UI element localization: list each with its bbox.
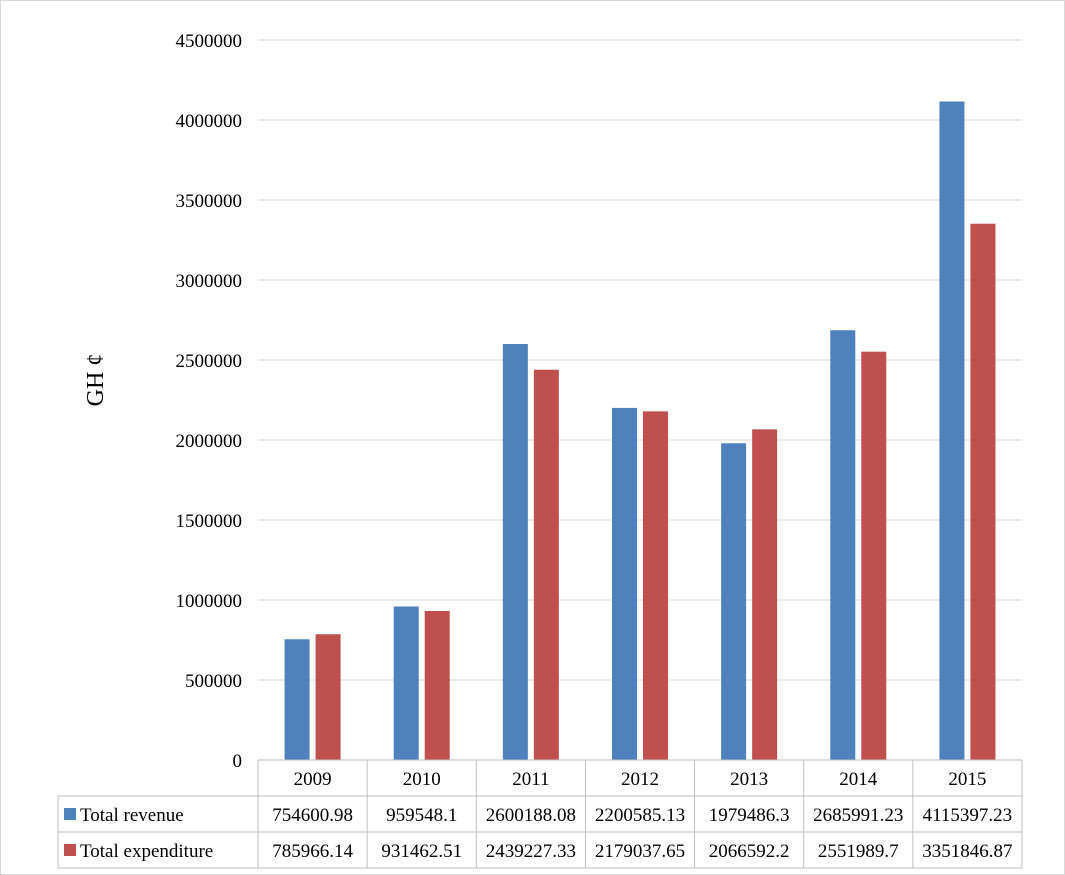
bar-expenditure-2014: [861, 351, 887, 760]
data-value-label: 2685991.23: [813, 805, 903, 826]
legend-key: [64, 844, 76, 856]
x-tick-label: 2015: [948, 769, 986, 790]
x-tick-label: 2011: [512, 769, 549, 790]
bar-revenue-2014: [830, 330, 856, 760]
y-tick-label: 2500000: [176, 351, 243, 372]
legend-label: Total revenue: [80, 805, 184, 826]
y-tick-label: 4000000: [176, 111, 243, 132]
data-value-label: 2179037.65: [595, 841, 685, 862]
data-value-label: 754600.98: [272, 805, 353, 826]
gridlines: [258, 39, 1022, 681]
x-tick-label: 2010: [403, 769, 441, 790]
data-value-label: 959548.1: [386, 805, 457, 826]
bar-revenue-2009: [284, 639, 310, 760]
bar-revenue-2010: [393, 606, 419, 760]
data-value-label: 1979486.3: [709, 805, 790, 826]
bar-expenditure-2010: [424, 610, 450, 760]
y-tick-label: 500000: [185, 671, 242, 692]
data-value-label: 785966.14: [272, 841, 353, 862]
y-axis-ticks: 0 500000 1000000 1500000 2000000 2500000 30000…: [176, 31, 243, 772]
bar-expenditure-2009: [315, 634, 341, 760]
data-value-label: 931462.51: [381, 841, 462, 862]
x-tick-label: 2014: [839, 769, 878, 790]
x-tick-label: 2009: [294, 769, 332, 790]
bar-revenue-2011: [502, 343, 528, 760]
data-value-label: 2066592.2: [709, 841, 790, 862]
bar-revenue-2012: [612, 407, 637, 760]
x-tick-label: 2013: [730, 769, 768, 790]
bar-revenue-2013: [721, 443, 747, 760]
data-value-label: 2439227.33: [486, 841, 576, 862]
y-tick-label: 4500000: [176, 31, 243, 52]
y-tick-label: 0: [233, 751, 243, 772]
data-table: 2009 2010 2011 2012 2013 2014 2015 Total revenu…: [57, 759, 1023, 869]
data-value-label: 4115397.23: [923, 805, 1013, 826]
x-tick-label: 2012: [621, 769, 659, 790]
y-tick-label: 1000000: [176, 591, 243, 612]
bar-expenditure-2012: [643, 411, 668, 760]
data-value-label: 2600188.08: [486, 805, 576, 826]
legend-key: [64, 808, 76, 820]
y-tick-label: 2000000: [176, 431, 243, 452]
bar-expenditure-2015: [970, 223, 996, 761]
y-tick-label: 1500000: [176, 511, 243, 532]
bar-expenditure-2013: [752, 429, 778, 760]
data-value-label: 3351846.87: [922, 841, 1012, 862]
data-value-label: 2551989.7: [818, 841, 899, 862]
y-axis-label: GH ¢: [83, 354, 109, 407]
bar-expenditure-2011: [533, 369, 559, 760]
data-value-label: 2200585.13: [595, 805, 685, 826]
bar-revenue-2015: [939, 101, 965, 761]
bars: [284, 101, 996, 761]
legend-label: Total expenditure: [80, 841, 213, 862]
y-tick-label: 3500000: [176, 191, 243, 212]
y-tick-label: 3000000: [176, 271, 243, 292]
